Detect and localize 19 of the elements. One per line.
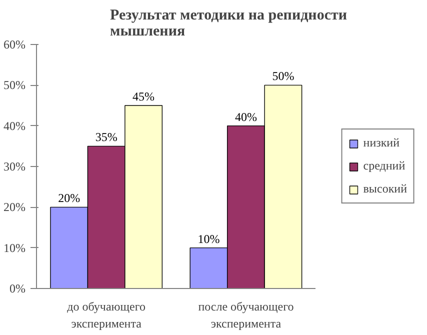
y-tick-label: 20% (4, 200, 26, 214)
y-tick-label: 50% (4, 78, 26, 92)
data-label: 20% (58, 191, 80, 206)
legend-label: низкий (363, 136, 400, 150)
y-tick-label: 30% (4, 160, 26, 174)
y-tick-label: 40% (4, 118, 26, 133)
y-tick-label: 0% (10, 282, 26, 296)
data-label: 10% (198, 232, 220, 246)
data-label: 40% (234, 110, 257, 124)
data-label: 45% (132, 90, 155, 104)
x-tick-label: до обучающего эксперимента (67, 300, 146, 330)
y-tick-label: 10% (4, 240, 26, 255)
legend-label: высокий (363, 182, 407, 196)
x-tick-label: после обучающего эксперимента (198, 300, 294, 330)
y-tick-label: 60% (4, 38, 26, 52)
data-label: 35% (95, 130, 118, 144)
chart-title: Результат методики на репидности мышления (110, 8, 348, 40)
legend-label: средний (363, 158, 406, 174)
data-label: 50% (272, 69, 294, 84)
